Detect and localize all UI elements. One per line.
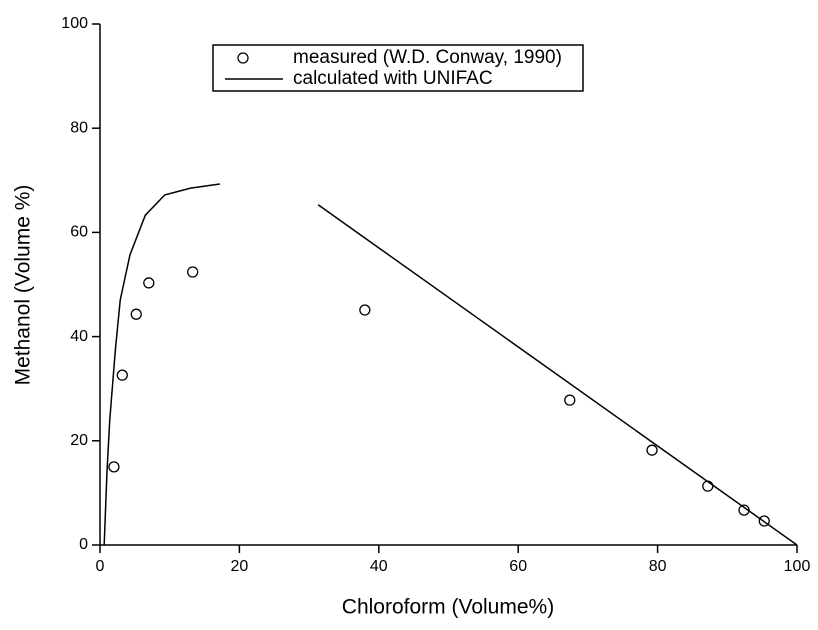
marker	[758, 515, 770, 527]
line	[103, 183, 798, 546]
x-tick-label: 80	[649, 558, 667, 575]
marker	[143, 277, 155, 289]
y-tick-label: 100	[61, 15, 88, 32]
legend-label: calculated with UNIFAC	[293, 68, 493, 89]
x-tick-label: 20	[231, 558, 249, 575]
marker	[702, 480, 714, 492]
marker	[130, 308, 142, 320]
y-tick-label: 40	[70, 328, 88, 345]
y-tick-label: 60	[70, 224, 88, 241]
y-tick-label: 80	[70, 119, 88, 136]
legend-swatch	[237, 52, 249, 64]
y-tick-label: 0	[79, 536, 88, 553]
x-axis-label: Chloroform (Volume%)	[342, 596, 554, 619]
legend-box	[212, 44, 584, 92]
marker	[116, 369, 128, 381]
x-tick-label: 60	[509, 558, 527, 575]
marker	[108, 461, 120, 473]
marker	[646, 444, 658, 456]
legend-label: measured (W.D. Conway, 1990)	[293, 47, 562, 68]
marker	[359, 304, 371, 316]
y-axis-label: Methanol (Volume %)	[12, 185, 35, 386]
x-tick-label: 40	[370, 558, 388, 575]
y-tick-label: 20	[70, 432, 88, 449]
marker	[564, 394, 576, 406]
marker	[187, 266, 199, 278]
x-tick-label: 0	[96, 558, 105, 575]
x-tick-label: 100	[784, 558, 811, 575]
